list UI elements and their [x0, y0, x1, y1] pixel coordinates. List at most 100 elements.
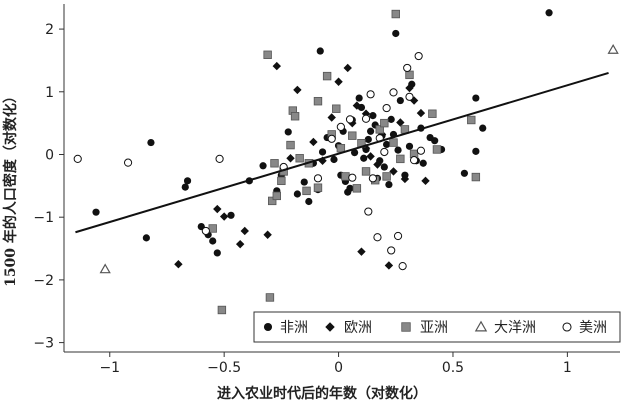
- data-point-asia: [391, 9, 400, 19]
- legend: 非洲 欧洲 亚洲 大洋洲 美洲: [253, 311, 621, 343]
- data-point-americas: [364, 207, 373, 216]
- data-point-europe: [219, 212, 229, 221]
- data-point-americas: [405, 92, 414, 101]
- data-point-americas: [368, 174, 377, 183]
- data-point-africa: [213, 249, 221, 257]
- data-point-asia: [396, 154, 405, 164]
- fit-line: [75, 72, 609, 234]
- data-point-europe: [421, 176, 430, 186]
- data-point-europe: [327, 113, 336, 122]
- data-point-asia: [208, 224, 217, 233]
- data-point-africa: [209, 237, 217, 245]
- data-point-europe: [357, 247, 366, 256]
- legend-label: 非洲: [280, 320, 308, 336]
- data-point-europe: [334, 77, 343, 86]
- data-point-africa: [355, 94, 363, 102]
- fit-line-group: [75, 72, 609, 234]
- data-point-americas: [409, 156, 419, 165]
- legend-marker: [401, 322, 411, 332]
- y-tick-label: 1: [45, 85, 54, 101]
- data-point-africa: [472, 94, 480, 102]
- data-point-africa: [259, 162, 267, 170]
- x-axis-title: 进入农业时代后的年数（对数化）: [217, 385, 427, 402]
- data-point-asia: [332, 104, 341, 113]
- data-point-europe: [366, 152, 375, 161]
- data-point-americas: [389, 88, 398, 97]
- data-point-asia: [389, 138, 398, 147]
- data-point-asia: [348, 131, 357, 140]
- data-point-asia: [361, 167, 371, 176]
- data-point-europe: [263, 230, 272, 239]
- data-point-africa: [396, 96, 404, 105]
- data-point-europe: [174, 260, 183, 269]
- data-point-europe: [352, 101, 362, 110]
- y-axis-title: 1500 年的人口密度（对数化）: [2, 89, 19, 287]
- data-point-africa: [472, 147, 480, 155]
- data-point-asia: [428, 109, 437, 118]
- data-point-africa: [431, 137, 439, 145]
- legend-label: 大洋洲: [494, 320, 536, 336]
- data-point-africa: [460, 169, 469, 177]
- data-point-africa: [293, 190, 301, 198]
- data-point-africa: [142, 234, 150, 242]
- data-point-africa: [385, 180, 393, 189]
- data-point-asia: [467, 115, 476, 125]
- data-point-asia: [432, 145, 442, 154]
- data-point-africa: [227, 211, 235, 219]
- data-point-africa: [300, 178, 308, 186]
- x-tick-label: 0: [334, 360, 343, 376]
- data-point-europe: [361, 144, 371, 153]
- data-point-asia: [277, 176, 286, 186]
- data-point-americas: [361, 114, 371, 123]
- data-point-asia: [270, 159, 279, 168]
- data-point-africa: [147, 138, 155, 147]
- data-point-americas: [403, 63, 412, 73]
- data-point-europe: [405, 83, 414, 93]
- data-point-americas: [366, 90, 375, 99]
- data-point-americas: [313, 174, 323, 183]
- legend-marker: [325, 322, 335, 332]
- data-point-americas: [123, 158, 133, 167]
- data-point-asia: [382, 172, 391, 181]
- data-point-europe: [361, 109, 371, 118]
- data-point-americas: [398, 261, 407, 271]
- data-point-americas: [73, 154, 82, 163]
- data-point-africa: [284, 128, 292, 136]
- series-square-filled: [208, 9, 481, 315]
- data-point-asia: [265, 293, 275, 302]
- data-point-asia: [322, 71, 332, 81]
- data-point-africa: [360, 154, 368, 162]
- legend-box: [253, 311, 621, 343]
- data-point-americas: [215, 154, 224, 163]
- y-tick-label: −3: [33, 336, 54, 352]
- series-circle-filled: [92, 9, 553, 257]
- data-point-africa: [305, 197, 313, 206]
- data-point-americas: [327, 134, 336, 143]
- data-point-americas: [387, 246, 396, 255]
- data-point-asia: [380, 118, 389, 128]
- data-point-asia: [302, 186, 311, 196]
- data-point-europe: [343, 63, 352, 73]
- data-point-europe: [240, 226, 249, 236]
- data-point-americas: [416, 146, 426, 155]
- y-tick-label: 0: [45, 147, 54, 163]
- data-point-asia: [341, 172, 350, 181]
- data-point-africa: [350, 149, 359, 157]
- data-point-europe: [384, 261, 394, 270]
- data-point-africa: [545, 9, 553, 17]
- data-point-africa: [380, 163, 388, 171]
- data-point-europe: [286, 154, 295, 163]
- data-point-americas: [382, 103, 391, 113]
- data-point-oceania: [99, 263, 111, 274]
- data-point-africa: [387, 115, 395, 123]
- data-point-europe: [400, 174, 410, 184]
- data-point-africa: [364, 135, 372, 144]
- data-point-africa: [405, 142, 414, 150]
- data-point-europe: [396, 118, 405, 127]
- x-tick-label: 1: [563, 360, 572, 376]
- x-tick-label: −0.5: [207, 360, 241, 376]
- data-point-africa: [479, 124, 487, 132]
- data-point-asia: [290, 112, 300, 121]
- legend-marker: [562, 322, 572, 332]
